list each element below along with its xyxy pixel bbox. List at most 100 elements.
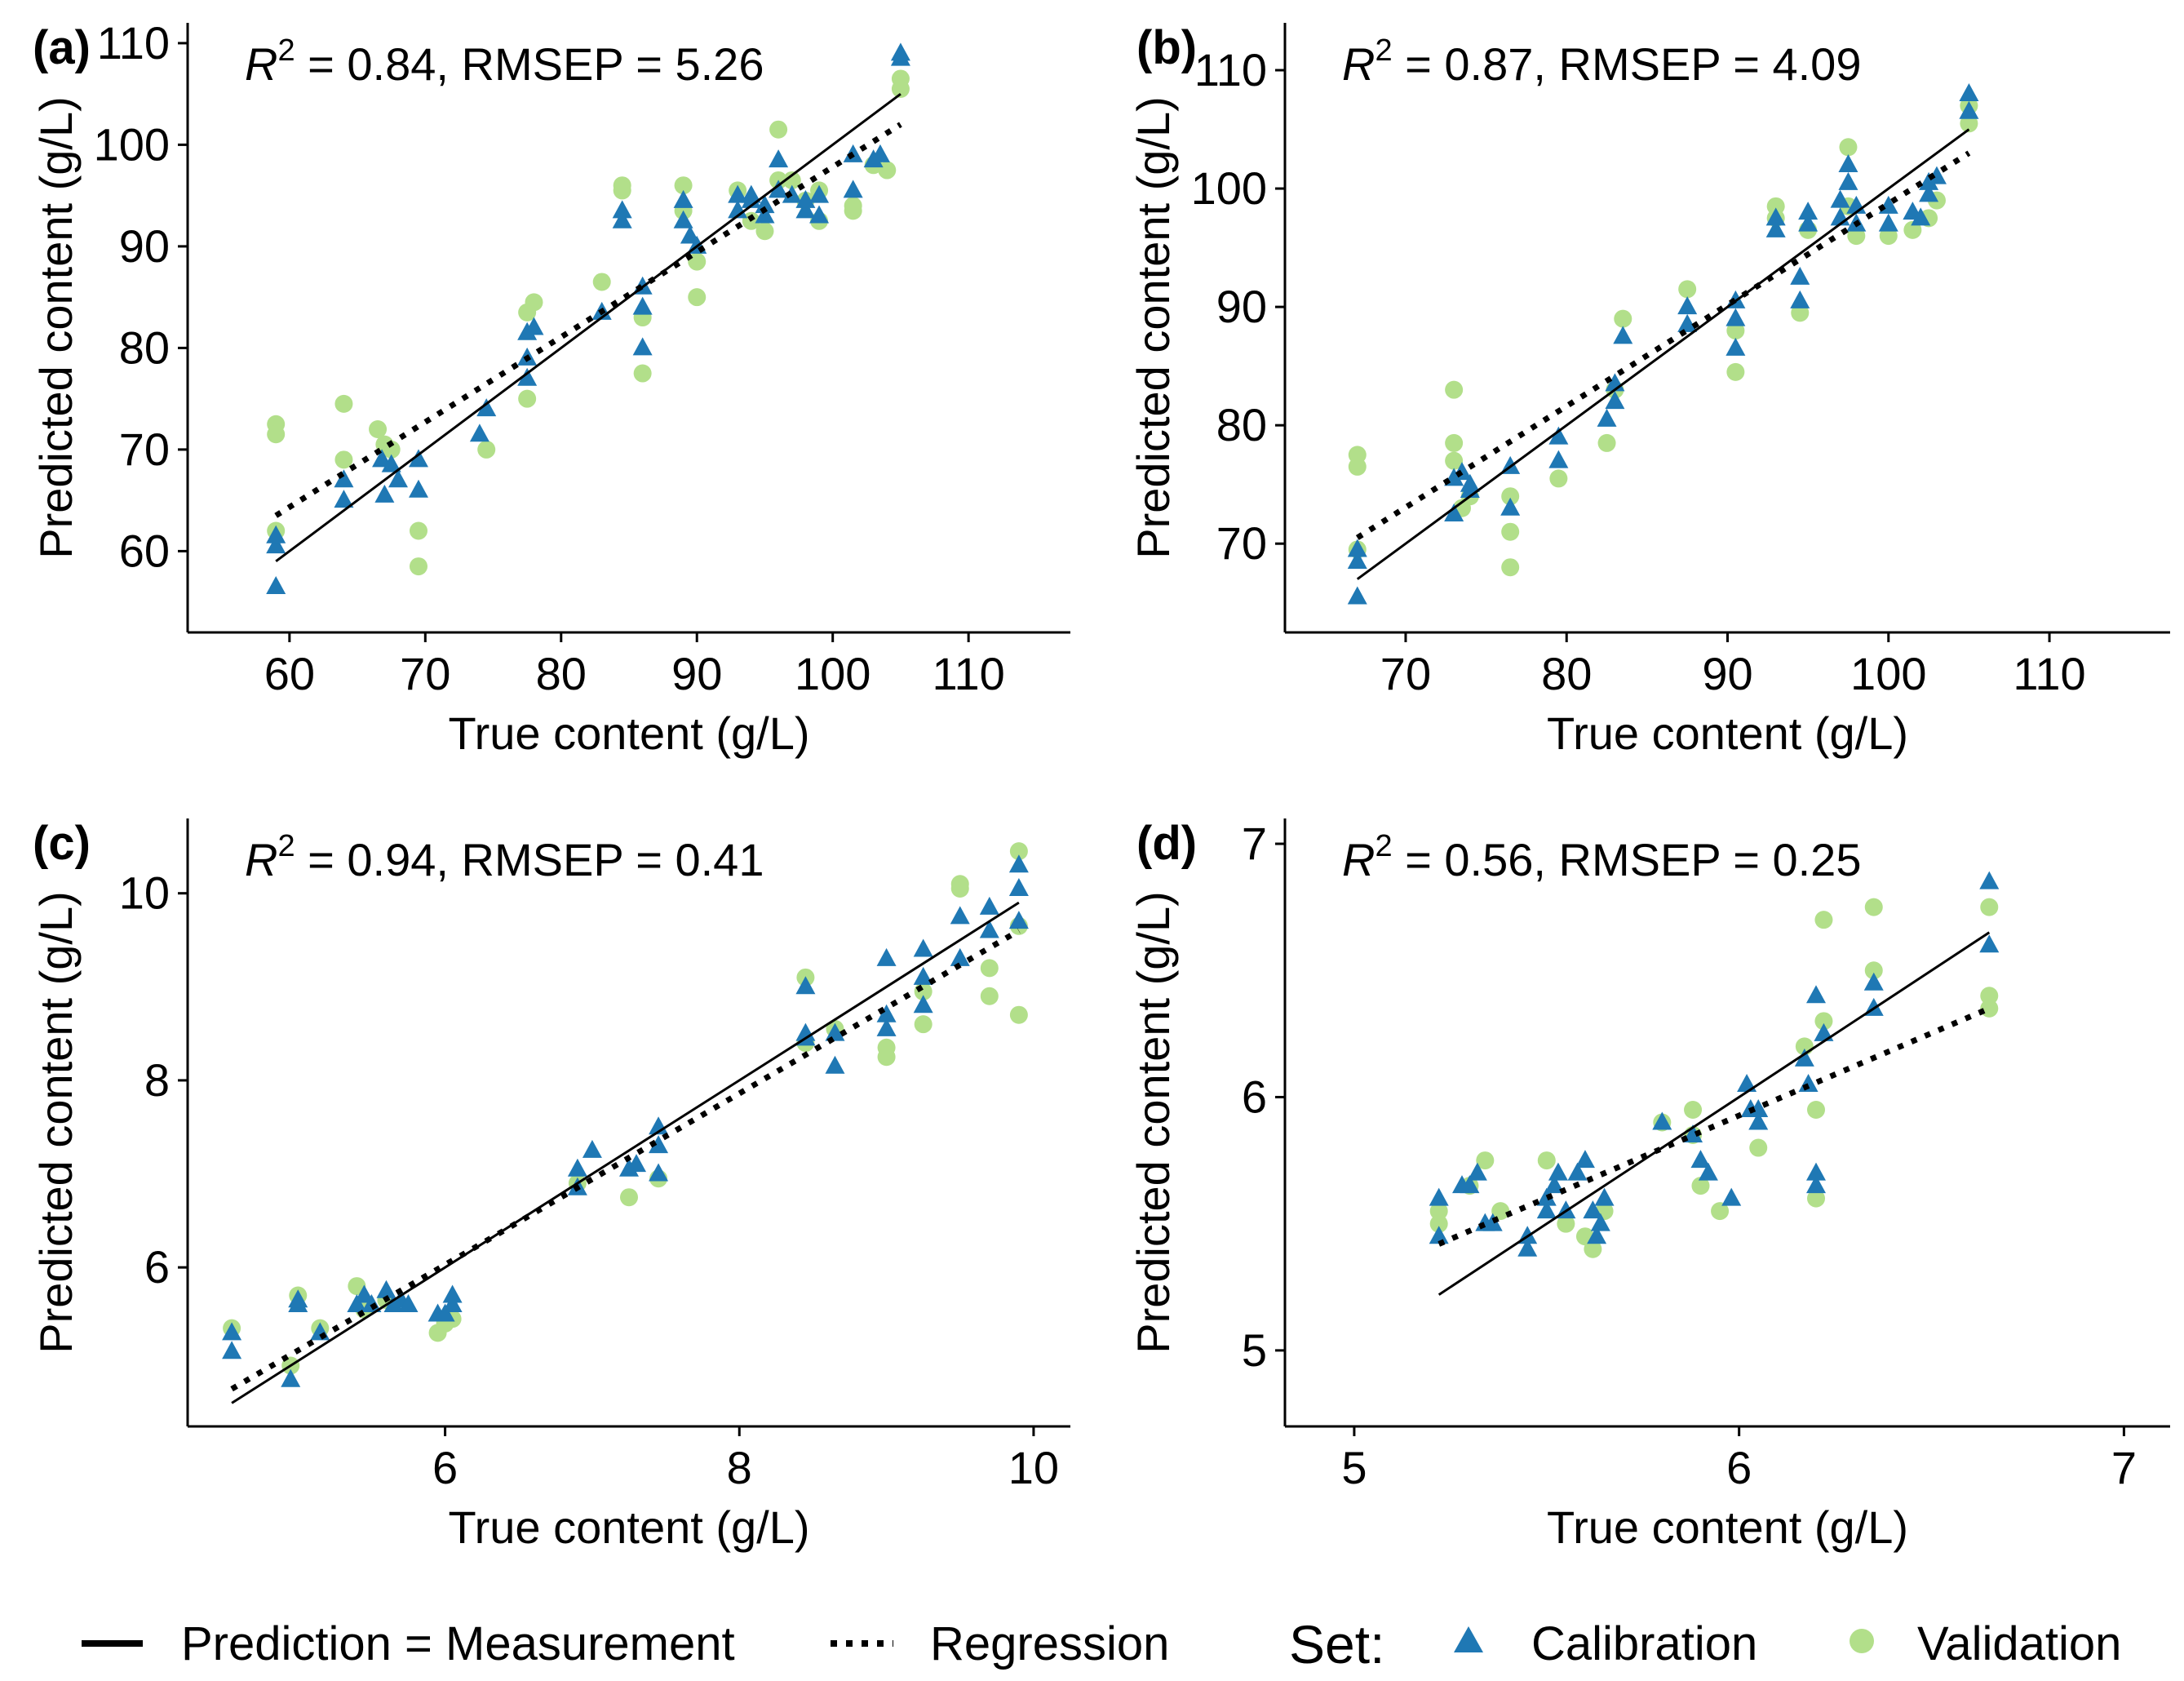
calibration-point <box>1008 877 1029 896</box>
calibration-point <box>1725 308 1746 326</box>
y-axis-title: Predicted content (g/L) <box>1127 891 1179 1354</box>
identity-line <box>231 901 1020 1404</box>
x-tick-label: 80 <box>1541 648 1592 699</box>
y-tick-label: 100 <box>94 118 170 170</box>
x-tick-label: 110 <box>2013 648 2085 699</box>
calibration-point <box>632 337 653 356</box>
validation-point <box>1501 558 1520 577</box>
validation-point <box>877 1038 896 1057</box>
validation-point <box>477 440 496 459</box>
calibration-point <box>843 180 863 198</box>
calibration-point <box>1008 911 1029 929</box>
calibration-point <box>1814 1022 1834 1041</box>
y-axis-title: Predicted content (g/L) <box>30 891 82 1354</box>
calibration-point <box>795 200 816 219</box>
calibration-point <box>376 1280 396 1298</box>
calibration-point <box>1806 985 1826 1004</box>
calibration-point <box>1597 408 1617 427</box>
calibration-point <box>1798 1073 1819 1092</box>
calibration-point <box>354 1284 374 1303</box>
panels: 60 70 80 90 100 110 60 70 80 90 100 110 True content… <box>30 17 2170 1553</box>
validation-point <box>755 222 774 241</box>
validation-point <box>1980 987 1999 1005</box>
validation-point <box>409 521 427 540</box>
calibration-point <box>1690 1150 1711 1169</box>
calibration-point <box>913 938 933 957</box>
validation-point <box>1814 911 1833 929</box>
validation-point <box>382 440 401 459</box>
calibration-point <box>1959 83 1979 102</box>
validation-point <box>1684 1100 1703 1119</box>
y-tick-label: 6 <box>1242 1071 1267 1122</box>
calibration-point <box>582 1139 602 1158</box>
calibration-point <box>288 1289 308 1308</box>
x-axis-title: True content (g/L) <box>1547 707 1908 759</box>
calibration-point <box>1838 171 1858 190</box>
calibration-point <box>680 225 700 244</box>
validation-point <box>1879 227 1898 246</box>
validation-point <box>633 364 652 383</box>
calibration-point <box>1790 266 1810 285</box>
x-tick-label: 110 <box>933 648 1005 699</box>
validation-point <box>1549 469 1568 488</box>
y-tick-label: 8 <box>144 1054 170 1106</box>
calibration-point <box>442 1294 463 1312</box>
calibration-point <box>1979 934 2000 953</box>
calibration-point <box>1725 337 1746 356</box>
calibration-point <box>1765 219 1786 237</box>
y-tick-label: 100 <box>1191 162 1267 214</box>
calibration-point <box>476 398 497 417</box>
calibration-point <box>755 195 775 214</box>
calibration-point <box>567 1158 587 1177</box>
calibration-point <box>1737 1073 1757 1092</box>
panel-label: (d) <box>1136 817 1197 870</box>
x-tick-label: 6 <box>432 1442 458 1493</box>
calibration-point <box>913 966 933 985</box>
legend-label-validation: Validation <box>1917 1617 2121 1670</box>
calibration-point <box>1919 184 1939 202</box>
calibration-point <box>347 1294 367 1312</box>
x-tick-label: 7 <box>2111 1442 2137 1493</box>
calibration-point <box>649 1135 669 1154</box>
validation-point <box>878 161 897 180</box>
calibration-point <box>1583 1200 1603 1219</box>
validation-point <box>409 557 427 576</box>
x-tick-label: 80 <box>536 648 587 699</box>
calibration-point <box>266 525 286 543</box>
x-tick-label: 100 <box>1850 648 1926 699</box>
calibration-point <box>469 424 490 442</box>
stats-annotation: R2 = 0.87, RMSEP = 4.09 <box>1342 33 1861 90</box>
validation-point <box>1445 380 1464 399</box>
validation-point <box>592 273 611 291</box>
x-tick-label: 90 <box>671 648 722 699</box>
calibration-point <box>795 189 816 208</box>
validation-point <box>1791 304 1810 322</box>
calibration-point <box>950 947 970 966</box>
x-tick-label: 70 <box>1380 648 1431 699</box>
validation-point <box>1584 1240 1602 1258</box>
calibration-point <box>1587 1226 1607 1244</box>
panel-label: (a) <box>33 21 91 74</box>
y-tick-label: 7 <box>1242 818 1267 869</box>
validation-point <box>1960 114 1978 133</box>
validation-point <box>1614 309 1632 328</box>
calibration-point <box>1548 426 1569 445</box>
validation-point <box>782 171 801 189</box>
calibration-point <box>612 200 632 219</box>
calibration-point <box>1979 871 2000 889</box>
calibration-point <box>517 367 538 386</box>
calibration-point <box>1677 296 1698 315</box>
validation-point <box>1445 451 1464 470</box>
calibration-point <box>627 1154 647 1173</box>
validation-point <box>1807 1189 1825 1208</box>
calibration-point <box>673 210 693 228</box>
x-axis-title: True content (g/L) <box>448 707 809 759</box>
panel-label: (b) <box>1136 21 1197 74</box>
validation-point <box>1557 1214 1575 1233</box>
validation-point <box>688 288 707 307</box>
validation-point <box>267 425 286 444</box>
calibration-point <box>1536 1200 1557 1219</box>
regression-line <box>1355 150 1971 540</box>
calibration-point <box>1575 1150 1595 1169</box>
calibration-point <box>769 180 789 198</box>
